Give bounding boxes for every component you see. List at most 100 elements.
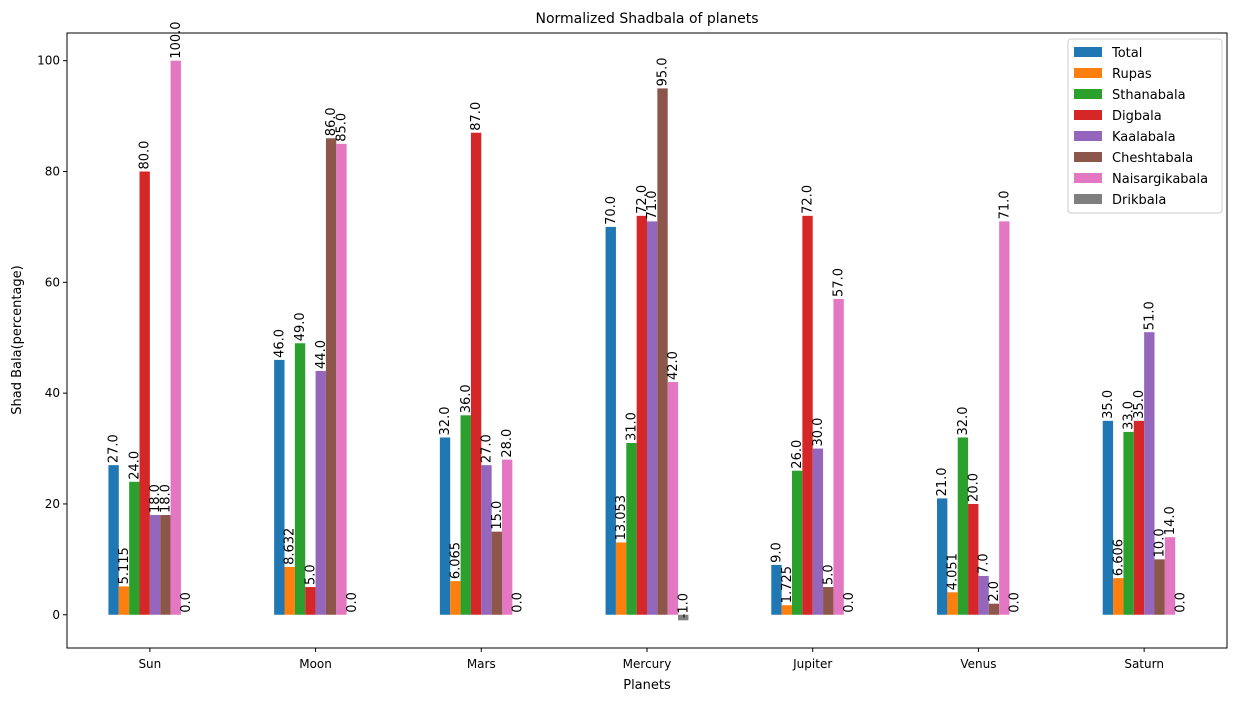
bar-value-label: 15.0 [490, 501, 505, 530]
bar [294, 343, 306, 615]
bar [667, 382, 679, 615]
bar-value-label: 100.0 [169, 21, 184, 58]
y-tick-label: 0 [52, 608, 60, 622]
bar-value-label: 0.0 [842, 592, 857, 613]
bar-value-label: 86.0 [324, 107, 339, 136]
legend-swatch [1074, 194, 1102, 204]
bar [947, 592, 958, 615]
bar-value-label: 7.0 [977, 553, 992, 574]
x-tick-label: Mars [467, 657, 496, 671]
y-tick-label: 40 [45, 386, 60, 400]
bar [647, 221, 658, 615]
bar [605, 226, 616, 615]
y-axis: 0 20 40 60 80 100 [37, 54, 67, 622]
bars-group [108, 60, 1176, 621]
legend: Total Rupas Sthanabala Digbala Kaalabala Ches… [1067, 38, 1223, 214]
bar [1102, 420, 1114, 615]
bar-value-label: -1.0 [676, 593, 691, 618]
legend-entry-label: Drikbala [1112, 193, 1166, 208]
bar-value-label: 5.0 [821, 564, 836, 585]
bar-value-label: 5.0 [303, 564, 318, 585]
bar [274, 359, 285, 615]
bar [781, 605, 792, 615]
bar-value-label: 14.0 [1163, 506, 1178, 535]
bar [315, 370, 326, 615]
bar [470, 132, 482, 615]
bar [626, 443, 637, 615]
bar-value-label: 85.0 [334, 113, 349, 142]
bar [170, 60, 181, 615]
bar [160, 515, 171, 615]
bar [108, 465, 119, 615]
x-axis: Sun Moon Mars Mercury Jupiter Venus Saturn [138, 648, 1164, 671]
bar-value-label: 6.065 [448, 542, 463, 579]
bar-value-label: 21.0 [935, 467, 950, 496]
bar-value-label: 70.0 [604, 196, 619, 225]
bar [491, 531, 502, 615]
x-tick-label: Venus [960, 657, 996, 671]
bar [771, 564, 782, 615]
legend-entry-label: Cheshtabala [1112, 151, 1193, 166]
bar-value-label: 18.0 [158, 484, 173, 513]
bar-value-label: 6.606 [1111, 539, 1126, 576]
bar-value-label: 0.0 [1173, 592, 1188, 613]
x-tick-label: Mercury [623, 657, 672, 671]
x-tick-label: Sun [138, 657, 161, 671]
legend-swatch [1074, 131, 1102, 141]
bar-value-label: 95.0 [656, 57, 671, 86]
x-tick-label: Saturn [1124, 657, 1164, 671]
bar-value-label: 8.632 [283, 528, 298, 565]
bar [1144, 332, 1155, 615]
bar-value-label: 1.725 [780, 566, 795, 603]
bar-value-label: 20.0 [966, 473, 981, 502]
legend-entry-label: Digbala [1112, 109, 1162, 124]
bar-value-label: 31.0 [624, 412, 639, 441]
bar [460, 415, 471, 615]
bar-value-label: 0.0 [345, 592, 360, 613]
bar [968, 503, 979, 615]
legend-entry-label: Naisargikabala [1112, 172, 1208, 187]
bar [792, 470, 803, 615]
bar-value-label: 32.0 [438, 407, 453, 436]
bar-value-label: 71.0 [645, 190, 660, 219]
bar-value-label: 46.0 [272, 329, 287, 358]
bar [305, 587, 316, 615]
bar [1154, 559, 1165, 615]
bar-value-label: 5.115 [117, 547, 132, 584]
bar-value-label: 42.0 [666, 351, 681, 380]
bar-value-label: 4.051 [946, 553, 961, 590]
bar-value-label: 44.0 [314, 340, 329, 369]
bar [957, 437, 969, 615]
bar-labels-group: 27.0 46.0 32.0 70.0 9.0 21.0 35.0 5.115 8.632 6.0… [107, 21, 1189, 618]
bar [325, 138, 337, 615]
bar-value-label: 2.0 [987, 581, 1002, 602]
legend-swatch [1074, 68, 1102, 78]
bar [657, 88, 668, 615]
bar-value-label: 18.0 [148, 484, 163, 513]
bar-value-label: 71.0 [997, 190, 1012, 219]
bar [1113, 578, 1124, 615]
legend-swatch [1074, 110, 1102, 120]
bar-value-label: 49.0 [293, 312, 308, 341]
bar-value-label: 0.0 [511, 592, 526, 613]
y-tick-label: 20 [45, 497, 60, 511]
bar [636, 215, 647, 615]
bar [439, 437, 451, 615]
x-tick-label: Jupiter [792, 657, 832, 671]
x-axis-label: Planets [623, 678, 671, 693]
bar [988, 603, 1000, 615]
legend-entry-label: Kaalabala [1112, 130, 1176, 145]
legend-entry-label: Sthanabala [1112, 88, 1186, 103]
bar-value-label: 35.0 [1101, 390, 1116, 419]
bar-value-label: 57.0 [832, 268, 847, 297]
bar-value-label: 72.0 [801, 185, 816, 214]
bar [336, 143, 347, 615]
bar-value-label: 24.0 [127, 451, 142, 480]
bar-value-label: 26.0 [790, 440, 805, 469]
bar-value-label: 28.0 [500, 429, 515, 458]
legend-entry-label: Rupas [1112, 67, 1152, 82]
bar [129, 481, 140, 615]
bar-value-label: 33.0 [1122, 401, 1137, 430]
bar [149, 515, 161, 615]
